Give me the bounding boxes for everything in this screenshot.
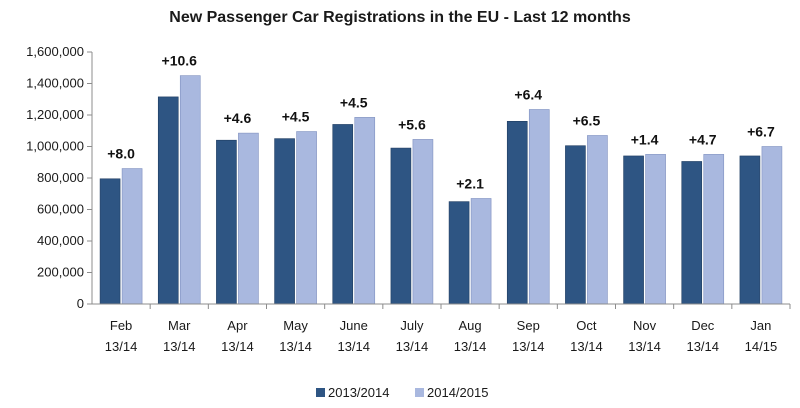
bar-2013-2014-mar	[157, 96, 179, 305]
data-label: +4.5	[282, 109, 310, 125]
x-tick-label-period: 13/14	[628, 339, 661, 354]
bars	[99, 75, 783, 305]
x-tick-label-period: 13/14	[570, 339, 603, 354]
bar-2013-2014-dec	[681, 161, 703, 305]
y-tick-label: 200,000	[37, 265, 84, 280]
legend: 2013/2014 2014/2015	[316, 385, 488, 400]
bar-2014-2015-may	[296, 131, 317, 305]
bar-2014-2015-oct	[587, 135, 608, 305]
bar-2013-2014-july	[390, 147, 412, 305]
data-label: +10.6	[162, 53, 198, 69]
data-label: +1.4	[631, 131, 659, 147]
data-label: +6.7	[747, 124, 775, 140]
bar-2014-2015-aug	[470, 198, 492, 305]
x-tick-label-period: 13/14	[396, 339, 429, 354]
bar-2014-2015-dec	[703, 154, 725, 305]
y-tick-label: 1,000,000	[26, 139, 84, 154]
x-tick-label-month: Aug	[459, 318, 482, 333]
x-tick-label-month: Mar	[168, 318, 191, 333]
bar-2014-2015-sep	[528, 109, 550, 305]
data-labels: +8.0 +10.6 +4.6 +4.5 +4.5 +5.6 +2.1 +6.4 +6.5 +1.…	[107, 53, 775, 192]
legend-label-2013-2014: 2013/2014	[328, 385, 389, 400]
x-tick-label-month: Sep	[517, 318, 540, 333]
legend-swatch-2014-2015	[415, 388, 424, 397]
bar-2013-2014-apr	[216, 139, 237, 305]
x-tick-label-period: 13/14	[221, 339, 254, 354]
bar-2014-2015-feb	[121, 168, 143, 305]
legend-label-2014-2015: 2014/2015	[427, 385, 488, 400]
x-tick-label-month: June	[340, 318, 368, 333]
bar-2013-2014-jan	[739, 155, 761, 305]
y-axis: 0 200,000 400,000 600,000 800,000 1,000,000 1,…	[26, 44, 93, 311]
x-tick-label-period: 13/14	[337, 339, 370, 354]
data-label: +6.5	[573, 112, 601, 128]
bar-2013-2014-aug	[448, 201, 470, 305]
x-tick-label-month: Apr	[227, 318, 248, 333]
bar-2013-2014-sep	[506, 121, 528, 305]
x-tick-label-month: Feb	[110, 318, 132, 333]
data-label: +4.6	[224, 110, 252, 126]
x-tick-label-period: 14/15	[745, 339, 778, 354]
y-tick-label: 1,400,000	[26, 76, 84, 91]
x-tick-label-period: 13/14	[105, 339, 138, 354]
bar-2014-2015-july	[412, 139, 434, 305]
x-tick-label-period: 13/14	[512, 339, 545, 354]
data-label: +5.6	[398, 116, 426, 132]
x-tick-label-period: 13/14	[163, 339, 196, 354]
x-tick-label-month: Dec	[691, 318, 715, 333]
data-label: +2.1	[456, 175, 484, 191]
y-tick-label: 600,000	[37, 202, 84, 217]
bar-2013-2014-may	[274, 138, 295, 305]
data-label: +6.4	[514, 86, 542, 102]
bar-2014-2015-mar	[179, 75, 201, 305]
bar-2014-2015-apr	[238, 132, 259, 305]
x-axis: Feb 13/14 Mar 13/14 Apr 13/14 May 13/14 June 13/1…	[92, 303, 791, 354]
y-tick-label: 800,000	[37, 170, 84, 185]
y-tick-label: 0	[77, 296, 84, 311]
y-tick-label: 400,000	[37, 233, 84, 248]
bar-2013-2014-oct	[565, 145, 586, 305]
legend-swatch-2013-2014	[316, 388, 325, 397]
x-tick-label-month: Nov	[633, 318, 657, 333]
chart-title: New Passenger Car Registrations in the E…	[169, 9, 631, 26]
y-tick-label: 1,200,000	[26, 107, 84, 122]
x-tick-label-month: May	[283, 318, 308, 333]
data-label: +4.7	[689, 131, 717, 147]
bar-2013-2014-feb	[99, 178, 121, 305]
bar-2014-2015-june	[354, 117, 376, 305]
data-label: +8.0	[107, 146, 135, 162]
data-label: +4.5	[340, 94, 368, 110]
x-tick-label-month: Oct	[576, 318, 597, 333]
y-tick-label: 1,600,000	[26, 44, 84, 59]
x-tick-label-period: 13/14	[686, 339, 719, 354]
x-tick-label-period: 13/14	[279, 339, 312, 354]
bar-2014-2015-nov	[645, 154, 666, 305]
bar-2013-2014-nov	[623, 155, 644, 305]
x-tick-label-period: 13/14	[454, 339, 487, 354]
x-tick-label-month: Jan	[750, 318, 771, 333]
bar-2014-2015-jan	[761, 146, 783, 305]
x-tick-label-month: July	[400, 318, 424, 333]
bar-2013-2014-june	[332, 124, 354, 305]
